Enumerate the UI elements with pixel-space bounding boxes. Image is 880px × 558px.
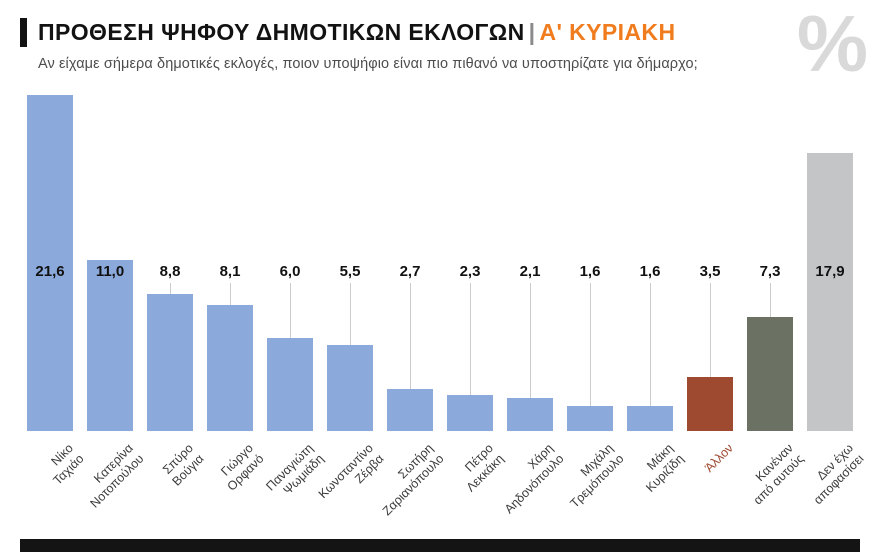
tick-line — [710, 283, 711, 431]
bar — [207, 305, 253, 431]
bar — [567, 406, 613, 431]
bar — [327, 345, 373, 431]
bar-column: 2,1 Χάρη Αηδονόπουλο — [500, 95, 567, 516]
bar-column: 8,1 Γιώργο Ορφανό — [200, 95, 267, 494]
bar-column: 8,8 Σπύρο Βούγια — [140, 95, 207, 489]
bar-column: 21,6 Νίκο Ταχιάο — [20, 95, 87, 488]
bar — [627, 406, 673, 431]
value-label: 3,5 — [699, 263, 721, 280]
bar — [447, 395, 493, 431]
value-label: 6,0 — [279, 263, 301, 280]
value-label: 11,0 — [95, 263, 125, 280]
bar-column: 1,6 Μάκη Κυριζίδη — [620, 95, 687, 495]
bar-column: 6,0 Παναγιώτη Ψωμιάδη — [260, 95, 326, 498]
bar — [507, 398, 553, 431]
tick-line — [590, 283, 591, 431]
value-label: 5,5 — [339, 263, 361, 280]
bar — [807, 153, 853, 431]
bar-column: 11,0 Κατερίνα Νοτοπούλου — [80, 95, 147, 511]
value-label: 1,6 — [579, 263, 601, 280]
bar — [27, 95, 73, 431]
chart-title-text: ΠΡΟΘΕΣΗ ΨΗΦΟΥ ΔΗΜΟΤΙΚΩΝ ΕΚΛΟΓΩΝ — [38, 19, 525, 45]
value-label: 8,8 — [159, 263, 181, 280]
value-label: 7,3 — [759, 263, 781, 280]
value-label: 17,9 — [815, 263, 845, 280]
footer-rule — [20, 539, 860, 552]
percent-watermark: % — [796, 0, 868, 88]
title-separator: | — [528, 19, 536, 45]
value-label: 2,1 — [519, 263, 541, 280]
bar — [87, 260, 133, 431]
value-label: 2,7 — [399, 263, 421, 280]
chart-subtitle: Αν είχαμε σήμερα δημοτικές εκλογές, ποιο… — [38, 55, 698, 72]
value-label: 21,6 — [35, 263, 65, 280]
bar — [267, 338, 313, 431]
bar — [747, 317, 793, 431]
bar-column: 2,7 Σωτήρη Ζαριανόπουλο — [380, 95, 447, 518]
bar-column: 7,3 Κανέναν από αυτούς — [740, 95, 807, 508]
bar — [387, 389, 433, 431]
tick-line — [650, 283, 651, 431]
bar-column: 2,3 Πέτρο Λεκκάκη — [440, 95, 507, 495]
bar — [147, 294, 193, 431]
chart-title: ΠΡΟΘΕΣΗ ΨΗΦΟΥ ΔΗΜΟΤΙΚΩΝ ΕΚΛΟΓΩΝ | Α' ΚΥΡΙΑ… — [20, 18, 770, 47]
bar — [687, 377, 733, 431]
bar-column: 5,5 Κωνσταντίνο Ζέρβα — [316, 95, 387, 501]
value-label: 1,6 — [639, 263, 661, 280]
bar-column: 17,9 Δεν έχω αποφασίσει — [800, 95, 867, 507]
tick-line — [530, 283, 531, 431]
bar-column: 3,5 Άλλον — [680, 95, 740, 475]
chart-header: ΠΡΟΘΕΣΗ ΨΗΦΟΥ ΔΗΜΟΤΙΚΩΝ ΕΚΛΟΓΩΝ | Α' ΚΥΡΙΑ… — [20, 18, 770, 72]
tick-line — [410, 283, 411, 431]
title-round-label: Α' ΚΥΡΙΑΚΗ — [539, 19, 676, 45]
value-label: 2,3 — [459, 263, 481, 280]
value-label: 8,1 — [219, 263, 241, 280]
bar-chart: 21,6 Νίκο Ταχιάο 11,0 Κατερίνα Νοτοπούλου 8,… — [20, 95, 867, 518]
bar-column: 1,6 Μιχάλη Τρεμόπουλο — [560, 95, 627, 511]
tick-line — [470, 283, 471, 431]
